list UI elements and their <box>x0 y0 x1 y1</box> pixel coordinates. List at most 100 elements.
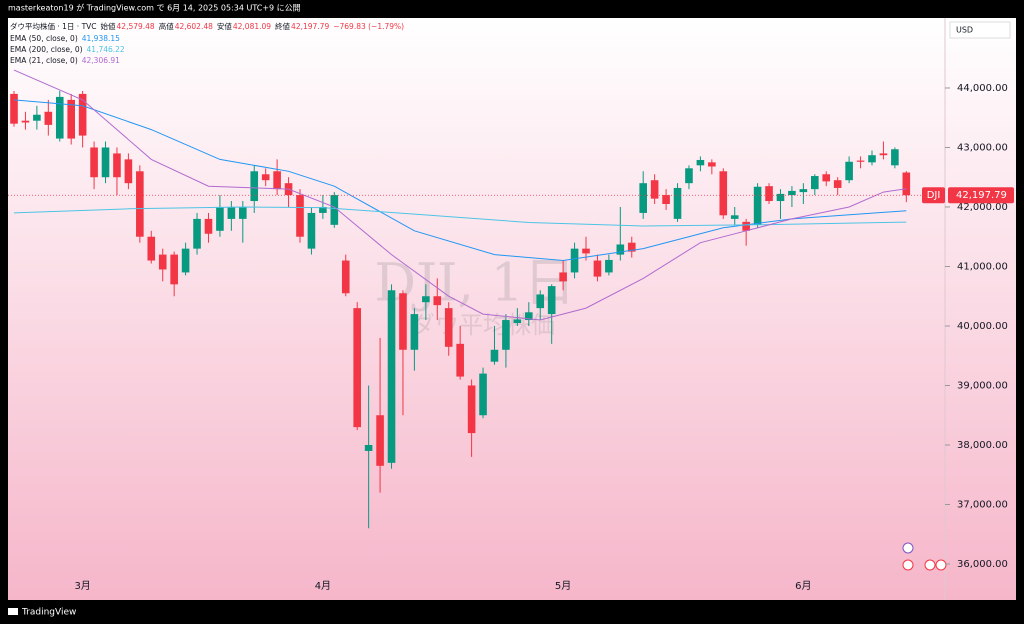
candle-body <box>742 221 750 231</box>
candle-body <box>10 93 18 124</box>
ema-line <box>13 69 907 321</box>
candle-body <box>422 296 430 303</box>
candle-body <box>833 180 842 188</box>
candle-body <box>891 149 899 166</box>
legend-high: 42,602.48 <box>175 22 213 31</box>
candle-body <box>627 242 636 252</box>
legend-symbol: ダウ平均株価 · 1日 · TVC <box>10 21 97 31</box>
legend-ema-value: 41,938.15 <box>82 34 120 43</box>
candle-body <box>868 155 876 163</box>
candle-body <box>399 293 407 350</box>
y-tick-label: 41,000.00 <box>957 261 1008 272</box>
candle-body <box>822 174 831 182</box>
candle-body <box>364 444 373 451</box>
y-tick-label: 42,000.00 <box>957 202 1008 213</box>
footer-brand: TradingView <box>21 608 76 618</box>
candle-body <box>456 343 464 377</box>
candle-body <box>639 183 647 213</box>
candle-body <box>811 176 819 190</box>
legend-low: 42,081.09 <box>233 22 271 31</box>
footer-logo <box>8 608 18 615</box>
candle-body <box>341 260 350 294</box>
candle-body <box>559 272 567 282</box>
candle-body <box>67 99 75 139</box>
y-tick-label: 40,000.00 <box>957 321 1008 332</box>
candle-body <box>376 415 384 466</box>
legend-change: −769.83 (−1.79%) <box>333 22 404 31</box>
candle-body <box>605 259 613 273</box>
price-tag: 42,197.79 <box>956 190 1007 201</box>
x-tick-label: 6月 <box>795 580 811 592</box>
candle-body <box>158 254 167 270</box>
candle-body <box>902 172 911 196</box>
candle-body <box>193 218 201 249</box>
candle-body <box>856 160 865 162</box>
candle-body <box>261 174 270 181</box>
candle-body <box>776 193 785 202</box>
currency-box <box>949 21 1011 39</box>
candle-body <box>170 254 178 285</box>
candle-body <box>536 294 545 309</box>
candle-body <box>730 215 739 219</box>
y-tick-label: 39,000.00 <box>957 380 1008 391</box>
currency: USD <box>956 26 973 35</box>
candle-body <box>879 153 888 156</box>
legend-ema-name: EMA (200, close, 0) <box>10 45 83 54</box>
candle-body <box>479 373 487 416</box>
candle-body <box>593 260 602 277</box>
candle-body <box>78 93 87 136</box>
price-tag-box <box>948 187 1014 204</box>
legend-open-label: 始値 <box>101 21 116 31</box>
candle-body <box>650 180 659 199</box>
candle-body <box>708 162 716 167</box>
candle-body <box>719 171 728 216</box>
symbol-tag: DJI <box>927 190 941 201</box>
candle-body <box>765 186 773 202</box>
candle-body <box>444 308 453 347</box>
candle-body <box>101 147 110 178</box>
candle-body <box>570 248 579 273</box>
candle-body <box>250 171 259 202</box>
y-tick-label: 38,000.00 <box>957 440 1008 451</box>
y-tick-label: 37,000.00 <box>957 499 1008 510</box>
candle-body <box>227 206 236 219</box>
candle-body <box>525 312 533 321</box>
ema-line <box>13 99 907 262</box>
candle-body <box>147 236 156 261</box>
y-tick-label: 36,000.00 <box>957 559 1008 570</box>
candle-body <box>319 206 327 213</box>
legend-low-label: 安値 <box>217 21 232 31</box>
candle-body <box>136 171 144 237</box>
candle-body <box>296 195 304 237</box>
candle-body <box>181 248 190 273</box>
candle-body <box>353 308 361 428</box>
ema-line <box>13 206 907 227</box>
legend-ohlc: ダウ平均株価 · 1日 · TVC 始値42,579.48 高値42,602.48 安… <box>10 21 404 31</box>
candle-body <box>216 206 224 231</box>
event-icons <box>902 542 947 571</box>
candle-body <box>662 195 670 205</box>
candle-body <box>307 212 316 249</box>
candle-body <box>582 248 590 254</box>
candle-body <box>467 385 476 434</box>
candle-body <box>502 320 510 350</box>
header-text: masterkeaton19 が TradingView.com で 6月 14… <box>8 3 301 13</box>
legend-ema: EMA (200, close, 0) 41,746.22 <box>10 45 125 54</box>
watermark-name: ダウ平均株価 <box>411 311 555 339</box>
y-tick-label: 44,000.00 <box>957 83 1008 94</box>
candle-body <box>788 190 796 196</box>
legend-open: 42,579.48 <box>117 22 155 31</box>
candle-body <box>21 120 30 123</box>
candle-body <box>90 147 98 178</box>
legend-ema-name: EMA (50, close, 0) <box>10 34 78 43</box>
candle-body <box>204 218 213 234</box>
legend-ema-name: EMA (21, close, 0) <box>10 56 78 65</box>
legend-high-label: 高値 <box>159 21 174 31</box>
legend-ema: EMA (21, close, 0) 42,306.91 <box>10 56 120 65</box>
candle-body <box>33 114 41 121</box>
candle-body <box>433 296 442 306</box>
x-tick-label: 5月 <box>555 580 571 592</box>
candle-body <box>410 314 419 350</box>
candle-body <box>753 186 762 225</box>
